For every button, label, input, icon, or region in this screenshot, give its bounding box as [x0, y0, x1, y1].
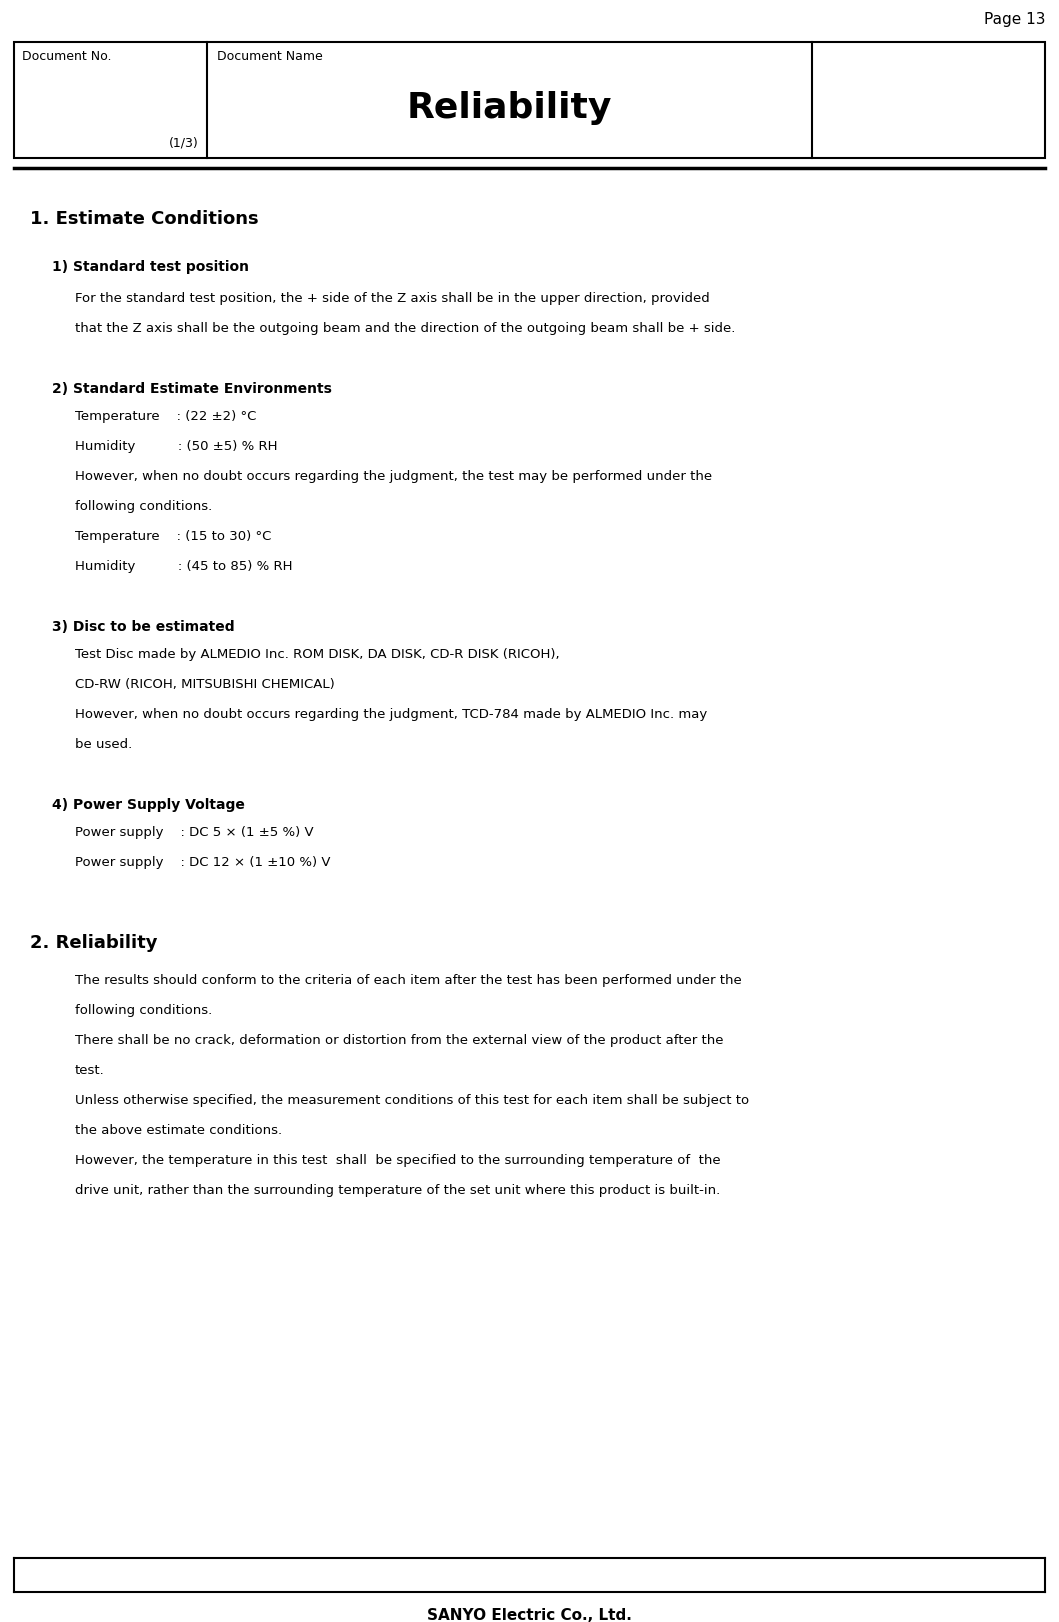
Text: that the Z axis shall be the outgoing beam and the direction of the outgoing bea: that the Z axis shall be the outgoing be…	[75, 323, 735, 336]
Text: Unless otherwise specified, the measurement conditions of this test for each ite: Unless otherwise specified, the measurem…	[75, 1093, 749, 1106]
Text: Document Name: Document Name	[217, 50, 323, 63]
Text: Reliability: Reliability	[407, 91, 612, 125]
Text: 1. Estimate Conditions: 1. Estimate Conditions	[30, 209, 258, 229]
Text: the above estimate conditions.: the above estimate conditions.	[75, 1124, 282, 1137]
Text: 3) Disc to be estimated: 3) Disc to be estimated	[52, 620, 235, 634]
Text: For the standard test position, the + side of the Z axis shall be in the upper d: For the standard test position, the + si…	[75, 292, 710, 305]
Text: However, when no doubt occurs regarding the judgment, TCD-784 made by ALMEDIO In: However, when no doubt occurs regarding …	[75, 707, 707, 722]
Text: Test Disc made by ALMEDIO Inc. ROM DISK, DA DISK, CD-R DISK (RICOH),: Test Disc made by ALMEDIO Inc. ROM DISK,…	[75, 649, 559, 662]
Text: Power supply    : DC 12 × (1 ±10 %) V: Power supply : DC 12 × (1 ±10 %) V	[75, 856, 330, 869]
Text: Humidity          : (50 ±5) % RH: Humidity : (50 ±5) % RH	[75, 440, 277, 453]
Text: 2. Reliability: 2. Reliability	[30, 934, 158, 952]
Text: test.: test.	[75, 1064, 105, 1077]
Text: 1) Standard test position: 1) Standard test position	[52, 260, 249, 274]
Text: Temperature    : (15 to 30) °C: Temperature : (15 to 30) °C	[75, 530, 271, 543]
Text: There shall be no crack, deformation or distortion from the external view of the: There shall be no crack, deformation or …	[75, 1033, 723, 1046]
Bar	[14, 42, 1045, 157]
Text: 2) Standard Estimate Environments: 2) Standard Estimate Environments	[52, 383, 331, 396]
Text: The results should conform to the criteria of each item after the test has been : The results should conform to the criter…	[75, 973, 741, 988]
Text: Document No.: Document No.	[22, 50, 111, 63]
Text: drive unit, rather than the surrounding temperature of the set unit where this p: drive unit, rather than the surrounding …	[75, 1184, 720, 1197]
Text: 4) Power Supply Voltage: 4) Power Supply Voltage	[52, 798, 245, 813]
Text: Humidity          : (45 to 85) % RH: Humidity : (45 to 85) % RH	[75, 560, 292, 573]
Text: Page 13: Page 13	[984, 11, 1045, 28]
Text: Temperature    : (22 ±2) °C: Temperature : (22 ±2) °C	[75, 410, 256, 423]
Text: (1/3): (1/3)	[169, 136, 199, 149]
Text: However, the temperature in this test  shall  be specified to the surrounding te: However, the temperature in this test sh…	[75, 1153, 720, 1166]
Text: SANYO Electric Co., Ltd.: SANYO Electric Co., Ltd.	[427, 1607, 632, 1622]
Text: following conditions.: following conditions.	[75, 1004, 212, 1017]
Text: following conditions.: following conditions.	[75, 500, 212, 513]
Text: be used.: be used.	[75, 738, 132, 751]
Text: CD-RW (RICOH, MITSUBISHI CHEMICAL): CD-RW (RICOH, MITSUBISHI CHEMICAL)	[75, 678, 335, 691]
Text: Power supply    : DC 5 × (1 ±5 %) V: Power supply : DC 5 × (1 ±5 %) V	[75, 826, 313, 839]
Text: However, when no doubt occurs regarding the judgment, the test may be performed : However, when no doubt occurs regarding …	[75, 470, 712, 483]
